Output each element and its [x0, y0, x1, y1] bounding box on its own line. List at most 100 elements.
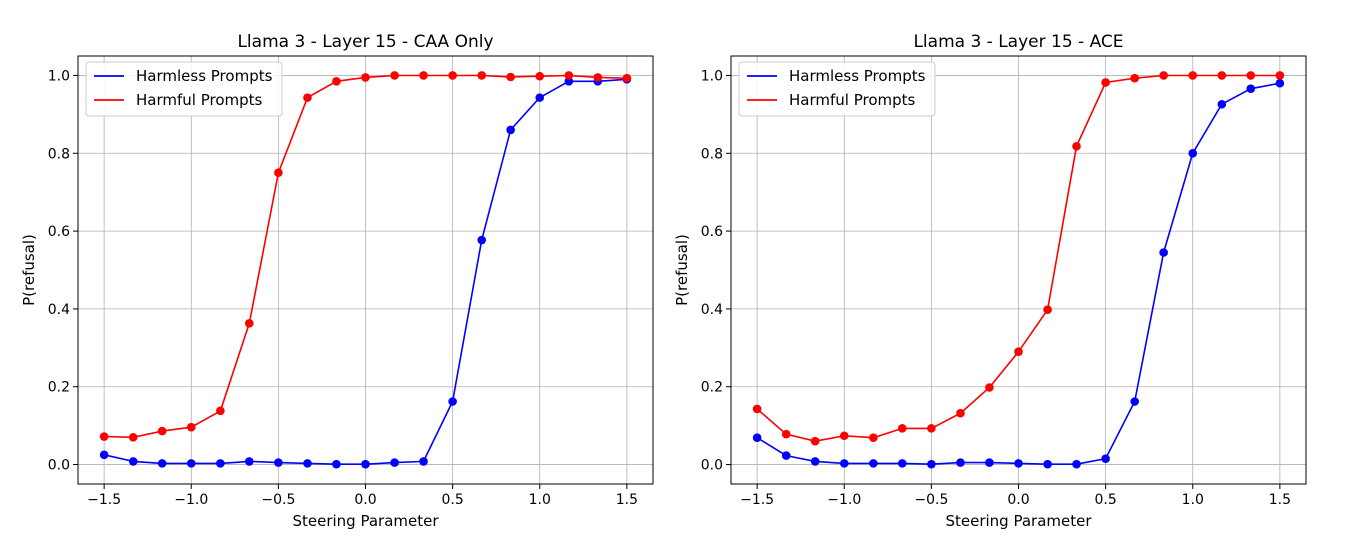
y-tick-label: 1.0 — [701, 68, 723, 84]
data-point-harmless-prompts — [1043, 459, 1052, 469]
data-point-harmful-prompts — [869, 433, 878, 442]
data-point-harmless-prompts — [244, 457, 254, 466]
data-point-harmful-prompts — [186, 422, 196, 432]
data-point-harmless-prompts — [810, 457, 820, 466]
data-point-harmful-prompts — [810, 436, 820, 446]
data-point-harmless-prompts — [477, 235, 487, 245]
chart-title: Llama 3 - Layer 15 - ACE — [913, 32, 1123, 52]
data-point-harmless-prompts — [839, 459, 849, 468]
x-tick-label: 0.0 — [1007, 492, 1029, 508]
data-point-harmless-prompts — [535, 93, 545, 102]
data-point-harmless-prompts — [1275, 78, 1285, 88]
data-point-harmless-prompts — [419, 457, 428, 466]
data-point-harmful-prompts — [303, 93, 312, 102]
data-point-harmful-prompts — [897, 424, 907, 433]
data-point-harmless-prompts — [985, 458, 994, 467]
legend-box — [85, 61, 283, 117]
data-point-harmful-prompts — [564, 71, 574, 80]
x-tick-label: −1.5 — [740, 492, 774, 508]
data-point-harmless-prompts — [128, 457, 138, 466]
data-point-harmful-prompts — [752, 404, 762, 414]
data-point-harmless-prompts — [956, 458, 965, 467]
x-tick-label: 0.5 — [1094, 492, 1116, 508]
data-point-harmful-prompts — [361, 73, 370, 82]
data-point-harmful-prompts — [1188, 71, 1198, 80]
data-point-harmful-prompts — [1072, 141, 1081, 151]
data-point-harmful-prompts — [956, 408, 965, 418]
data-point-harmless-prompts — [1246, 84, 1256, 93]
data-point-harmless-prompts — [1014, 459, 1023, 468]
data-point-harmless-prompts — [1072, 459, 1081, 469]
data-point-harmful-prompts — [1275, 71, 1285, 80]
data-point-harmless-prompts — [332, 459, 341, 469]
data-point-harmful-prompts — [419, 71, 428, 80]
y-tick-label: 0.6 — [48, 224, 70, 240]
legend-label: Harmful Prompts — [789, 91, 916, 109]
x-tick-label: −0.5 — [261, 492, 295, 508]
data-point-harmful-prompts — [216, 406, 225, 416]
x-tick-label: 0.5 — [441, 492, 463, 508]
data-point-harmless-prompts — [99, 450, 109, 460]
data-point-harmful-prompts — [332, 76, 341, 86]
data-point-harmful-prompts — [99, 432, 109, 441]
data-point-harmful-prompts — [1217, 71, 1227, 80]
y-axis-title: P(refusal) — [20, 234, 38, 306]
y-tick-label: 0.4 — [701, 302, 723, 318]
x-tick-label: −1.5 — [87, 492, 121, 508]
x-tick-label: 1.5 — [1269, 492, 1291, 508]
data-point-harmless-prompts — [1101, 454, 1110, 464]
data-point-harmless-prompts — [506, 125, 515, 135]
legend: Harmless Prompts Harmful Prompts — [85, 61, 283, 117]
data-point-harmless-prompts — [216, 459, 225, 468]
y-tick-label: 0.2 — [701, 380, 723, 396]
x-tick-label: 1.0 — [529, 492, 551, 508]
data-point-harmful-prompts — [593, 73, 603, 82]
data-point-harmful-prompts — [839, 431, 849, 441]
data-point-harmful-prompts — [390, 71, 399, 80]
x-tick-label: 1.5 — [616, 492, 638, 508]
data-point-harmful-prompts — [781, 429, 791, 439]
y-tick-label: 0.8 — [48, 146, 70, 162]
data-point-harmless-prompts — [1130, 397, 1140, 406]
data-point-harmful-prompts — [535, 71, 545, 81]
data-point-harmful-prompts — [274, 168, 283, 178]
data-point-harmless-prompts — [303, 459, 312, 468]
data-point-harmful-prompts — [1159, 71, 1168, 80]
y-tick-label: 1.0 — [48, 68, 70, 84]
x-tick-label: 0.0 — [354, 492, 376, 508]
data-point-harmless-prompts — [1188, 148, 1198, 158]
y-axis-title: P(refusal) — [673, 234, 691, 306]
data-point-harmless-prompts — [752, 433, 762, 442]
data-point-harmless-prompts — [927, 459, 936, 469]
y-tick-label: 0.6 — [701, 224, 723, 240]
x-axis-title: Steering Parameter — [292, 512, 439, 530]
data-point-harmful-prompts — [927, 424, 936, 433]
y-tick-label: 0.0 — [701, 458, 723, 474]
data-point-harmful-prompts — [477, 71, 487, 80]
data-point-harmless-prompts — [448, 397, 457, 406]
x-tick-label: −0.5 — [914, 492, 948, 508]
x-tick-label: −1.0 — [174, 492, 208, 508]
data-point-harmful-prompts — [1130, 73, 1140, 83]
chart-title: Llama 3 - Layer 15 - CAA Only — [237, 32, 493, 52]
data-point-harmless-prompts — [186, 459, 196, 468]
data-point-harmless-prompts — [390, 458, 399, 467]
y-tick-label: 0.2 — [48, 380, 70, 396]
data-point-harmful-prompts — [244, 319, 254, 328]
data-point-harmful-prompts — [1014, 347, 1023, 357]
legend-label: Harmful Prompts — [136, 91, 263, 109]
data-point-harmful-prompts — [157, 426, 167, 436]
data-point-harmless-prompts — [869, 459, 878, 468]
y-tick-label: 0.0 — [48, 458, 70, 474]
data-point-harmless-prompts — [897, 459, 907, 468]
data-point-harmless-prompts — [1159, 248, 1168, 257]
data-point-harmful-prompts — [1101, 78, 1110, 87]
legend-box — [738, 61, 936, 117]
data-point-harmful-prompts — [1043, 305, 1052, 314]
data-point-harmful-prompts — [985, 383, 994, 392]
data-point-harmful-prompts — [448, 71, 457, 80]
data-point-harmful-prompts — [506, 72, 515, 82]
data-point-harmless-prompts — [157, 459, 167, 468]
data-point-harmless-prompts — [781, 451, 791, 460]
